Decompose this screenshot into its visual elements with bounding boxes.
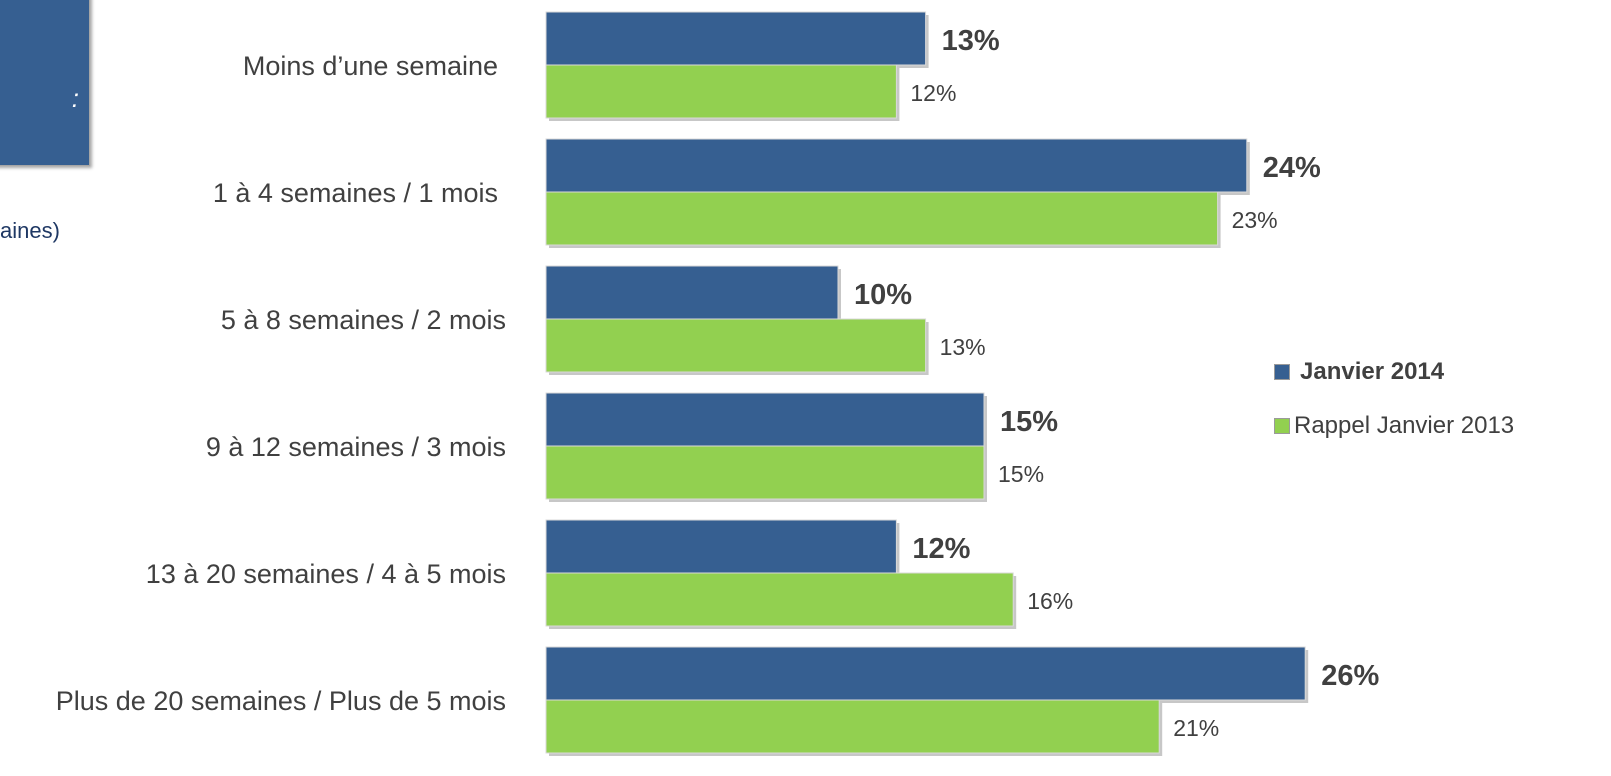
legend-item: Janvier 2014 [1274, 345, 1514, 399]
side-info-box: : [0, 0, 90, 166]
data-label: 24% [1263, 152, 1321, 184]
bar-rappel-janvier-2013 [545, 699, 1160, 754]
side-box-text: : [71, 83, 79, 113]
data-label: 26% [1321, 660, 1379, 692]
legend-label: Janvier 2014 [1300, 358, 1445, 385]
data-label: 12% [910, 80, 956, 106]
legend-label: Rappel Janvier 2013 [1294, 412, 1515, 439]
bar-janvier-2014 [545, 11, 927, 66]
bar-rappel-janvier-2013 [545, 318, 927, 373]
data-label: 15% [998, 461, 1044, 487]
category-label: Plus de 20 semaines / Plus de 5 mois [56, 686, 506, 716]
data-label: 16% [1027, 588, 1073, 614]
category-label: 13 à 20 semaines / 4 à 5 mois [146, 559, 506, 589]
bar-rappel-janvier-2013 [545, 191, 1219, 246]
data-label: 13% [940, 334, 986, 360]
category-label: Moins d’une semaine [243, 51, 498, 81]
data-label: 12% [912, 533, 970, 565]
bar-janvier-2014 [545, 265, 839, 320]
data-label: 23% [1232, 207, 1278, 233]
bar-rappel-janvier-2013 [545, 572, 1014, 627]
bar-rappel-janvier-2013 [545, 445, 985, 500]
bar-janvier-2014 [545, 138, 1248, 193]
bar-janvier-2014 [545, 646, 1306, 701]
side-note-text: aines) [0, 218, 60, 243]
category-label: 5 à 8 semaines / 2 mois [221, 305, 506, 335]
data-label: 21% [1173, 715, 1219, 741]
chart-legend: Janvier 2014 Rappel Janvier 2013 [1274, 345, 1514, 453]
category-label: 1 à 4 semaines / 1 mois [213, 178, 498, 208]
bar-janvier-2014 [545, 519, 897, 574]
data-label: 15% [1000, 406, 1058, 438]
legend-swatch [1274, 364, 1290, 380]
bar-rappel-janvier-2013 [545, 64, 897, 119]
bar-janvier-2014 [545, 392, 985, 447]
bars-layer: Moins d’une semaine 13% 12% 1 à 4 semaines … [56, 11, 1379, 756]
legend-swatch [1274, 418, 1290, 434]
category-label: 9 à 12 semaines / 3 mois [206, 432, 506, 462]
data-label: 13% [942, 25, 1000, 57]
legend-item: Rappel Janvier 2013 [1274, 399, 1514, 453]
data-label: 10% [854, 279, 912, 311]
